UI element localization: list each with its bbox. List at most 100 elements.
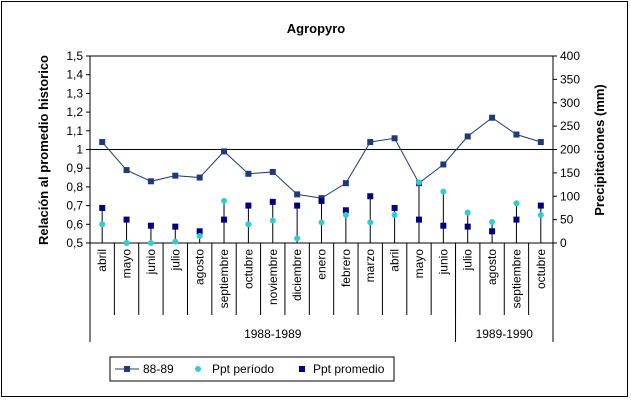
y-tick-label: 0,6	[66, 217, 83, 231]
y-tick-label: 0,5	[66, 236, 83, 250]
y2-tick-label: 400	[560, 49, 580, 63]
x-tick-label: mayo	[412, 249, 426, 279]
x-tick-label: junio	[436, 249, 450, 276]
ppt-periodo-point	[294, 235, 301, 242]
ppt-promedio-point	[221, 216, 228, 223]
x-tick-label: octubre	[534, 249, 548, 289]
x-group-label: 1989-1990	[476, 327, 534, 341]
y-tick-label: 1,1	[66, 124, 83, 138]
y2-tick-label: 350	[560, 72, 580, 86]
y2-axis-label: Precipitaciones (mm)	[592, 84, 607, 216]
series-88-89-point	[489, 114, 496, 121]
ppt-promedio-point	[342, 207, 349, 214]
ppt-periodo-point	[537, 211, 544, 218]
ppt-promedio-point	[123, 216, 130, 223]
ppt-periodo-point	[464, 209, 471, 216]
x-tick-label: julio	[461, 249, 475, 272]
ppt-promedio-point	[415, 216, 422, 223]
ppt-promedio-point	[464, 223, 471, 230]
x-tick-label: agosto	[485, 249, 499, 285]
ppt-periodo-point	[269, 217, 276, 224]
y-tick-label: 0,9	[66, 161, 83, 175]
series-88-89-point	[99, 139, 106, 146]
x-tick-label: mayo	[120, 249, 134, 279]
x-tick-label: noviembre	[266, 249, 280, 305]
series-88-89-point	[245, 170, 252, 177]
series-88-89-point	[123, 167, 130, 174]
y-tick-label: 0,8	[66, 180, 83, 194]
x-tick-label: abril	[388, 249, 402, 272]
ppt-promedio-point	[489, 228, 496, 235]
y-axis-label: Relación al promedio historico	[36, 55, 51, 245]
ppt-promedio-point	[196, 228, 203, 235]
y2-tick-label: 300	[560, 96, 580, 110]
legend-label-88-89: 88-89	[143, 362, 174, 376]
series-88-89-point	[172, 172, 179, 179]
series-88-89-point	[367, 139, 374, 146]
series-88-89-point	[440, 161, 447, 168]
y2-tick-label: 150	[560, 166, 580, 180]
legend-marker-ppt-promedio	[299, 366, 305, 372]
series-88-89-point	[391, 135, 398, 142]
chart-title: Agropyro	[287, 21, 346, 36]
y-tick-label: 1,2	[66, 105, 83, 119]
series-88-89-point	[196, 174, 203, 181]
series-88-89-point	[147, 178, 154, 185]
ppt-promedio-point	[391, 204, 398, 211]
x-tick-label: junio	[144, 249, 158, 276]
x-tick-label: febrero	[339, 249, 353, 287]
ppt-promedio-point	[294, 202, 301, 209]
legend: 88-89 Ppt período Ppt promedio	[109, 356, 395, 382]
ppt-promedio-point	[537, 202, 544, 209]
y-tick-label: 0,7	[66, 199, 83, 213]
x-tick-label: julio	[168, 249, 182, 272]
ppt-promedio-point	[513, 216, 520, 223]
x-group-label: 1988-1989	[244, 327, 302, 341]
y2-tick-label: 200	[560, 143, 580, 157]
ppt-promedio-point	[99, 204, 106, 211]
ppt-promedio-point	[245, 202, 252, 209]
x-tick-label: enero	[315, 249, 329, 280]
series-88-89-point	[294, 191, 301, 198]
ppt-periodo-point	[318, 219, 325, 226]
ppt-periodo-point	[172, 238, 179, 245]
ppt-periodo-point	[221, 197, 228, 204]
series-88-89-point	[221, 148, 228, 155]
ppt-periodo-point	[245, 221, 252, 228]
y2-tick-label: 250	[560, 119, 580, 133]
ppt-periodo-point	[415, 179, 422, 186]
y-tick-label: 1,4	[66, 68, 83, 82]
legend-label-ppt-promedio: Ppt promedio	[313, 362, 385, 376]
ppt-promedio-point	[367, 193, 374, 200]
legend-marker-ppt-periodo	[195, 366, 201, 372]
y2-tick-label: 50	[560, 213, 574, 227]
x-tick-label: diciembre	[290, 249, 304, 301]
y-tick-label: 1,5	[66, 49, 83, 63]
x-tick-label: marzo	[363, 249, 377, 283]
x-tick-label: septiembre	[509, 249, 523, 309]
ppt-periodo-point	[513, 200, 520, 207]
x-tick-label: abril	[95, 249, 109, 272]
ppt-periodo-point	[147, 240, 154, 246]
series-88-89-line	[101, 117, 541, 199]
ppt-periodo-point	[391, 211, 398, 218]
ppt-promedio-point	[147, 222, 154, 229]
legend-label-ppt-periodo: Ppt período	[212, 362, 274, 376]
x-tick-label: octubre	[241, 249, 255, 289]
x-tick-label: septiembre	[217, 249, 231, 309]
x-tick-label: agosto	[193, 249, 207, 285]
ppt-promedio-point	[440, 222, 447, 229]
series-88-89-point	[342, 180, 349, 187]
ppt-periodo-point	[123, 240, 130, 246]
y-tick-label: 1,3	[66, 86, 83, 100]
y2-tick-label: 0	[560, 236, 567, 250]
series-88-89-point	[464, 133, 471, 140]
ppt-periodo-point	[489, 218, 496, 225]
y2-tick-label: 100	[560, 189, 580, 203]
legend-box	[109, 356, 395, 382]
ppt-periodo-point	[196, 232, 203, 239]
ppt-promedio-point	[318, 197, 325, 204]
ppt-periodo-point	[440, 188, 447, 195]
